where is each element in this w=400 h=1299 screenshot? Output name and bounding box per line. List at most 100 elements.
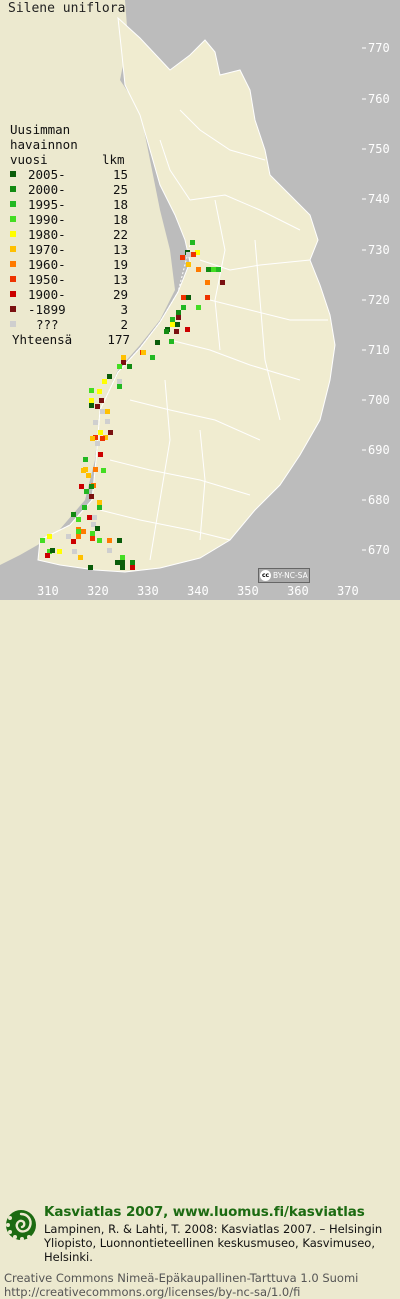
observation-square [97,538,102,543]
x-tick-label: 340 [187,584,209,598]
observation-square [120,555,125,560]
legend-total: Yhteensä 177 [10,332,140,348]
observation-square [40,538,45,543]
legend-label: 1950- [28,272,66,287]
observation-square [115,560,120,565]
legend-count: 13 [112,272,128,287]
observation-square [175,322,180,327]
legend-total-count: 177 [107,332,130,347]
legend-color-swatch [10,261,16,267]
legend-count: 3 [120,302,128,317]
observation-square [89,388,94,393]
legend-color-swatch [10,276,16,282]
y-tick-label: 720 [368,293,390,307]
observation-square [220,280,225,285]
y-tick-label: 690 [368,443,390,457]
observation-square [100,409,105,414]
observation-square [45,553,50,558]
observation-square [88,565,93,570]
observation-square [72,549,77,554]
legend-count-heading: lkm [102,152,125,167]
cc-badge-text: BY-NC-SA [273,571,308,580]
footer-title-link[interactable]: Kasviatlas 2007, www.luomus.fi/kasviatla… [44,1204,365,1220]
observation-square [108,430,113,435]
x-tick-label: 370 [337,584,359,598]
observation-square [185,327,190,332]
observation-squares [40,240,225,570]
legend-color-swatch [10,171,16,177]
observation-square [91,522,96,527]
y-tick-label: 700 [368,393,390,407]
observation-square [93,435,98,440]
observation-square [82,505,87,510]
species-title: Silene uniflora [8,1,126,16]
observation-square [107,374,112,379]
observation-square [101,468,106,473]
legend-row: 1960- 19 [10,257,140,272]
legend-count: 2 [120,317,128,332]
legend-count: 19 [112,257,128,272]
legend-year-heading: vuosi [10,152,48,167]
observation-square [76,529,81,534]
y-tick-label: 770 [368,41,390,55]
observation-square [90,436,95,441]
legend-heading-2: havainnon [10,137,78,152]
creative-commons-icon: cc [260,570,271,581]
legend-count: 18 [112,212,128,227]
observation-square [47,534,52,539]
observation-square [169,339,174,344]
legend-heading-1: Uusimman [10,122,71,137]
legend-label: -1899 [28,302,66,317]
observation-square [89,494,94,499]
observation-square [195,250,200,255]
observation-square [120,560,125,565]
observation-square [76,534,81,539]
x-tick-label: 320 [87,584,109,598]
x-tick-label: 330 [137,584,159,598]
observation-square [176,310,181,315]
legend-row: 1990- 18 [10,212,140,227]
legend-row: 1970- 13 [10,242,140,257]
footer: Kasviatlas 2007, www.luomus.fi/kasviatla… [0,600,400,1299]
finland-map [0,0,400,600]
legend-label: 2000- [28,182,66,197]
observation-square [89,398,94,403]
legend-label: 2005- [28,167,66,182]
observation-square [196,267,201,272]
observation-square [211,267,216,272]
observation-square [102,379,107,384]
observation-square [103,435,108,440]
x-tick-label: 310 [37,584,59,598]
observation-square [186,295,191,300]
observation-square [95,526,100,531]
observation-square [186,262,191,267]
footer-license[interactable]: Creative Commons Nimeä-Epäkaupallinen-Ta… [4,1271,359,1299]
observation-square [196,305,201,310]
observation-square [93,467,98,472]
observation-square [107,548,112,553]
observation-square [121,355,126,360]
y-tick-label: 710 [368,343,390,357]
observation-square [205,295,210,300]
legend-label: 1970- [28,242,66,257]
legend-color-swatch [10,186,16,192]
observation-square [164,329,169,334]
observation-square [71,512,76,517]
legend-color-swatch [10,306,16,312]
observation-square [79,484,84,489]
observation-square [117,384,122,389]
legend-color-swatch [10,216,16,222]
legend-label: 1900- [28,287,66,302]
observation-square [206,267,211,272]
cc-license-badge[interactable]: cc BY-NC-SA [258,568,310,583]
observation-square [105,409,110,414]
observation-square [97,505,102,510]
observation-square [97,389,102,394]
observation-square [150,355,155,360]
y-tick-label: 750 [368,142,390,156]
observation-square [186,252,191,257]
observation-square [95,441,100,446]
legend-row: 1980- 22 [10,227,140,242]
observation-square [98,452,103,457]
observation-square [105,419,110,424]
